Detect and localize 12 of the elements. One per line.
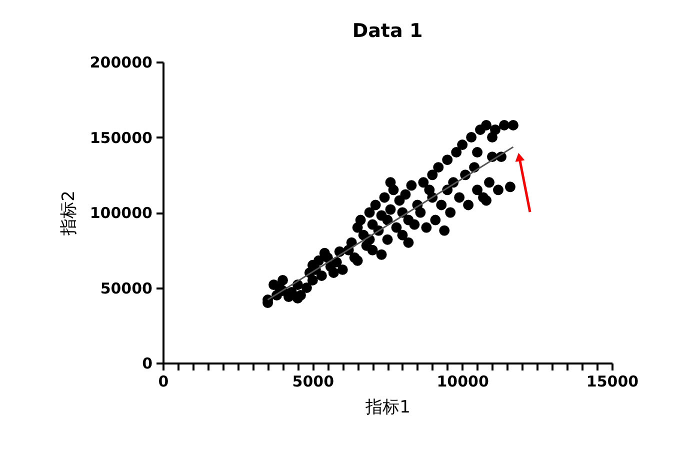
y-tick-label: 100000 — [90, 204, 152, 222]
y-tick-label: 50000 — [100, 279, 152, 298]
x-tick-label: 15000 — [586, 372, 639, 390]
x-tick-label: 10000 — [436, 372, 489, 390]
x-axis-title: 指标1 — [364, 398, 410, 418]
y-axis-title: 指标2 — [58, 190, 79, 236]
y-tick-label: 200000 — [90, 54, 152, 72]
y-tick-label: 150000 — [90, 128, 152, 147]
y-tick-label: 0 — [142, 354, 152, 372]
x-tick-label: 0 — [158, 372, 169, 390]
x-tick-label: 5000 — [292, 372, 334, 390]
chart-title: Data 1 — [352, 20, 423, 42]
